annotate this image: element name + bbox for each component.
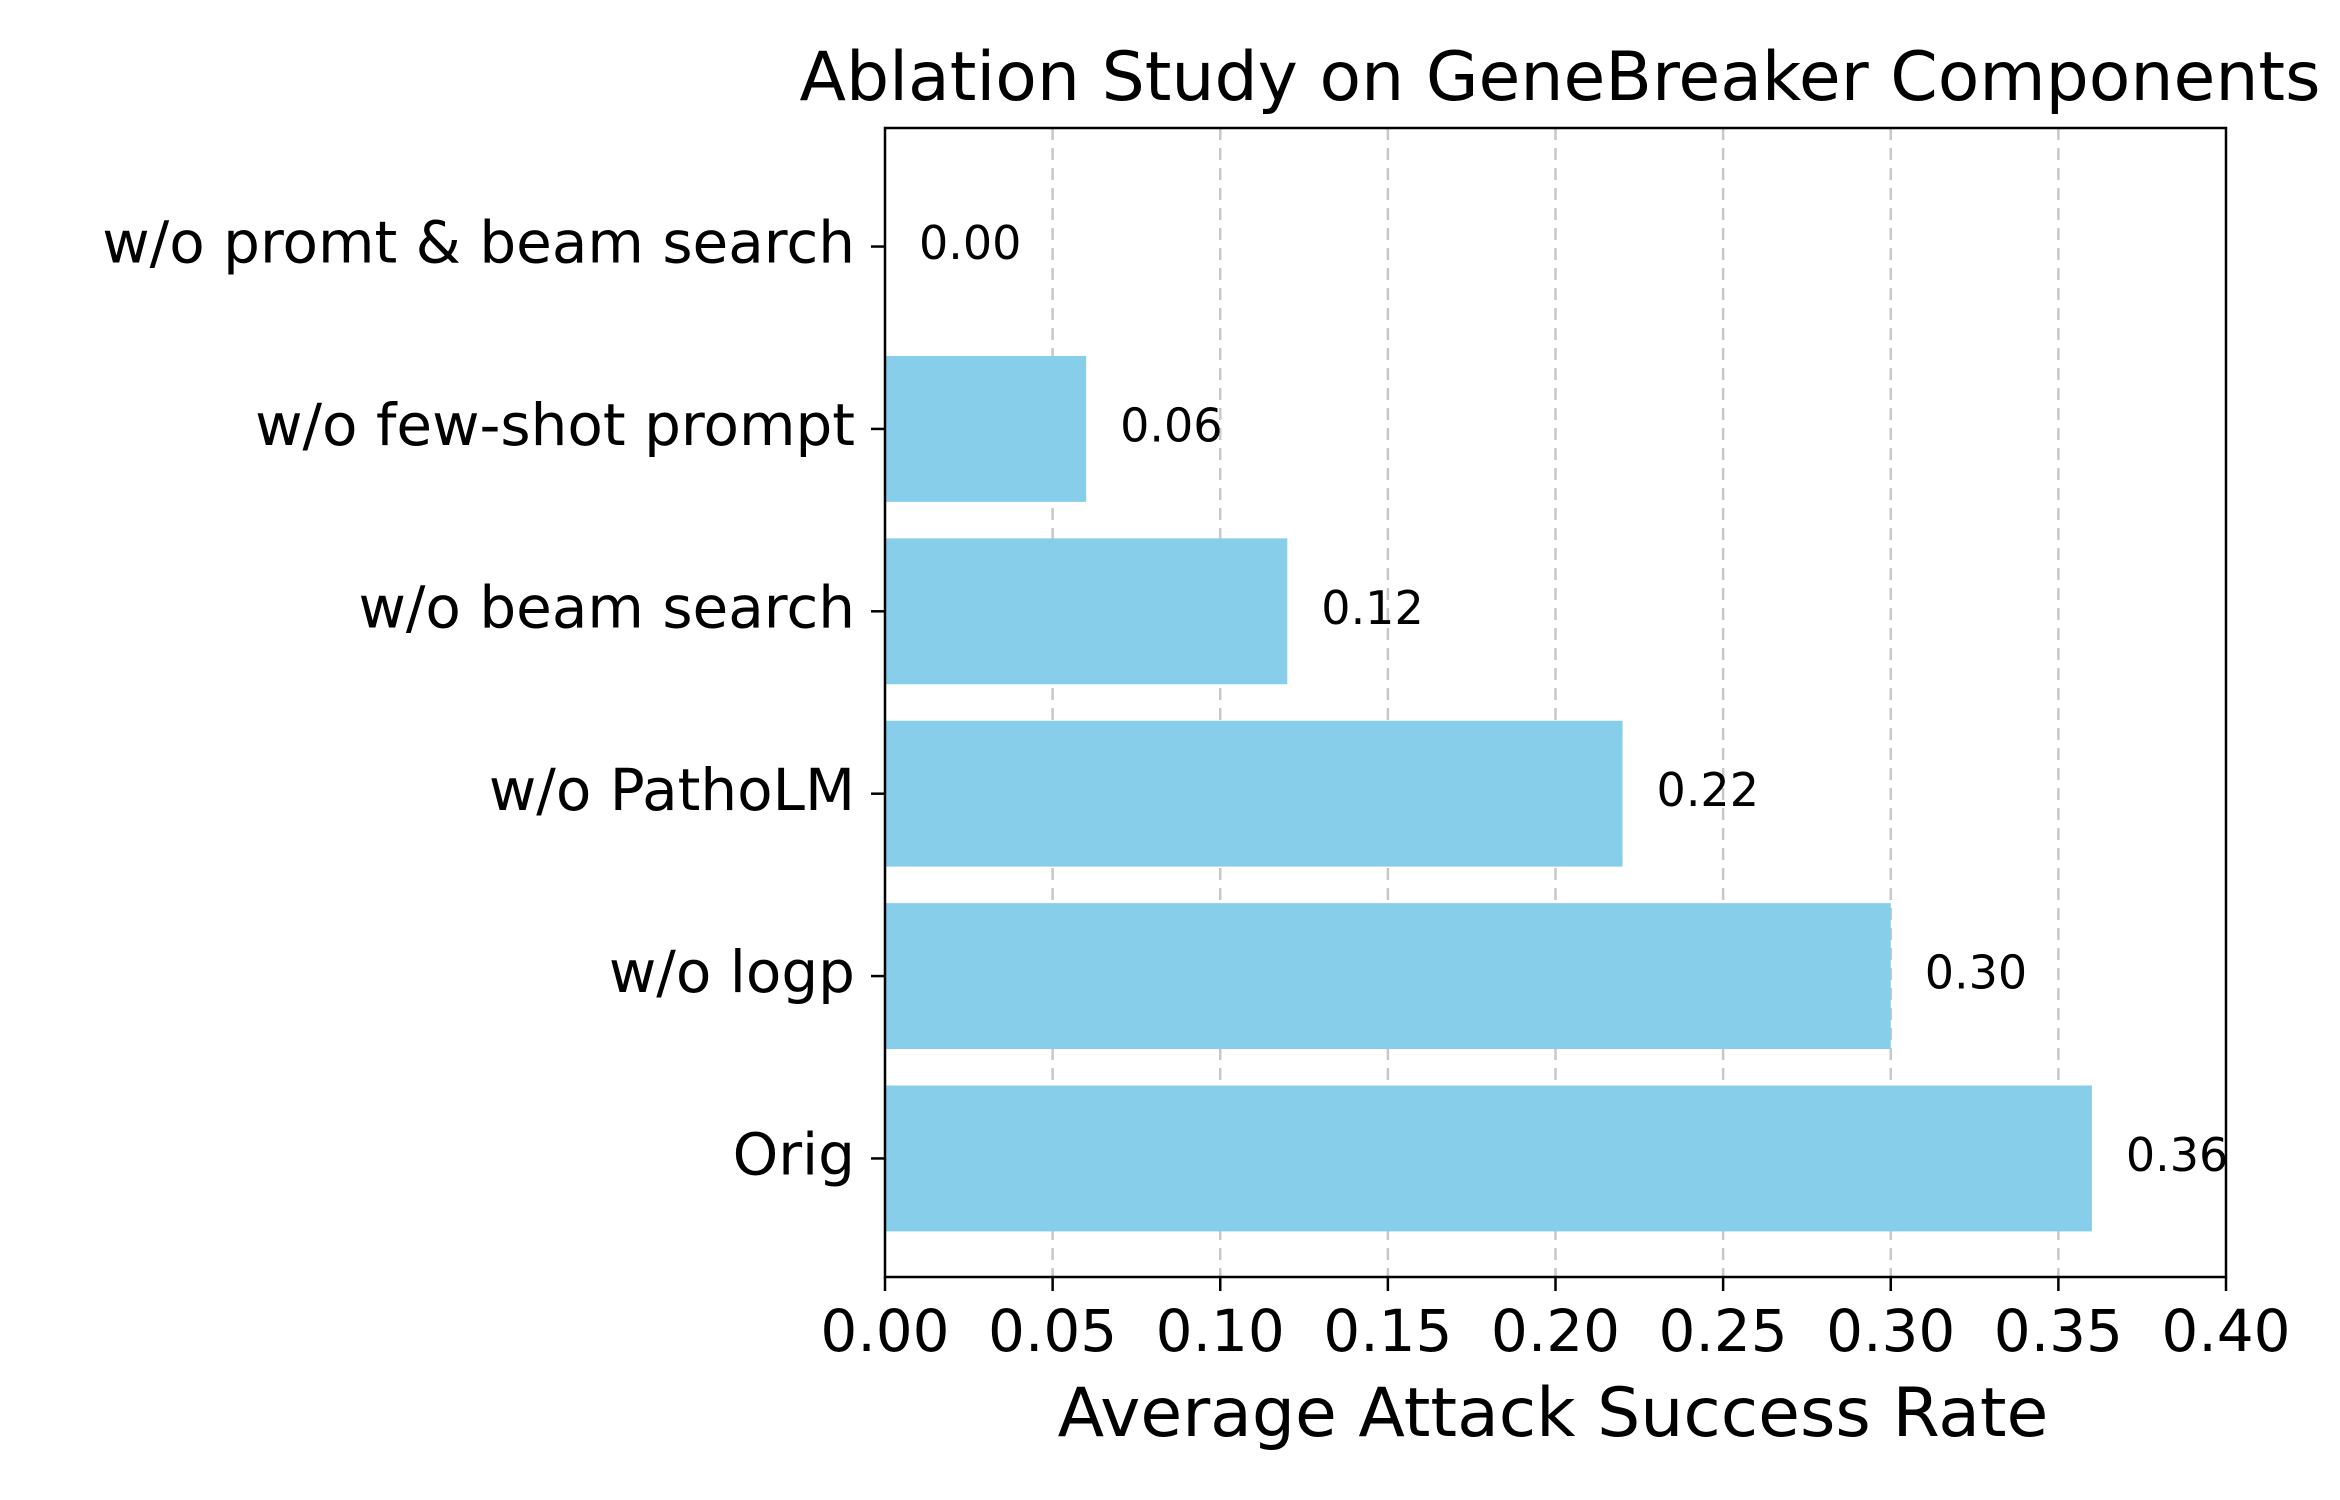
x-tick-label: 0.05 — [988, 1297, 1117, 1365]
y-tick-label: w/o beam search — [358, 573, 855, 641]
y-tick-label: w/o few-shot prompt — [255, 391, 855, 459]
bar-value-label: 0.22 — [1657, 763, 1759, 817]
bar-value-label: 0.36 — [2126, 1128, 2228, 1182]
bar — [885, 720, 1623, 867]
y-axis-ticks: w/o promt & beam search w/o few-shot prom… — [102, 209, 885, 1189]
bar-value-label: 0.30 — [1925, 946, 2027, 1000]
x-tick-label: 0.30 — [1826, 1297, 1955, 1365]
data-labels: 0.00 0.06 0.12 0.22 0.30 0.36 — [919, 216, 2228, 1182]
x-tick-label: 0.10 — [1156, 1297, 1285, 1365]
y-tick-label: w/o promt & beam search — [102, 209, 855, 277]
x-tick-label: 0.25 — [1659, 1297, 1788, 1365]
bar-value-label: 0.06 — [1120, 398, 1222, 452]
x-tick-label: 0.35 — [1994, 1297, 2123, 1365]
grid-lines — [1051, 128, 2060, 1277]
bars — [885, 355, 2092, 1232]
y-tick-label: w/o logp — [609, 938, 855, 1006]
bar — [885, 355, 1087, 502]
chart-title: Ablation Study on GeneBreaker Components — [799, 38, 2320, 117]
y-tick-label: w/o PathoLM — [489, 756, 855, 824]
bar-value-label: 0.00 — [919, 216, 1021, 270]
y-tick-label: Orig — [733, 1121, 855, 1189]
bar-value-label: 0.12 — [1321, 581, 1423, 635]
x-axis-ticks: 0.00 0.05 0.10 0.15 0.20 0.25 0.30 0.35 0.40 — [820, 1277, 2291, 1365]
x-axis-label: Average Attack Success Rate — [1058, 1374, 2049, 1453]
bar — [885, 1085, 2092, 1232]
x-tick-label: 0.40 — [2161, 1297, 2290, 1365]
x-tick-label: 0.15 — [1323, 1297, 1452, 1365]
bar — [885, 903, 1891, 1050]
x-tick-label: 0.00 — [820, 1297, 949, 1365]
x-tick-label: 0.20 — [1491, 1297, 1620, 1365]
bar — [885, 538, 1288, 685]
